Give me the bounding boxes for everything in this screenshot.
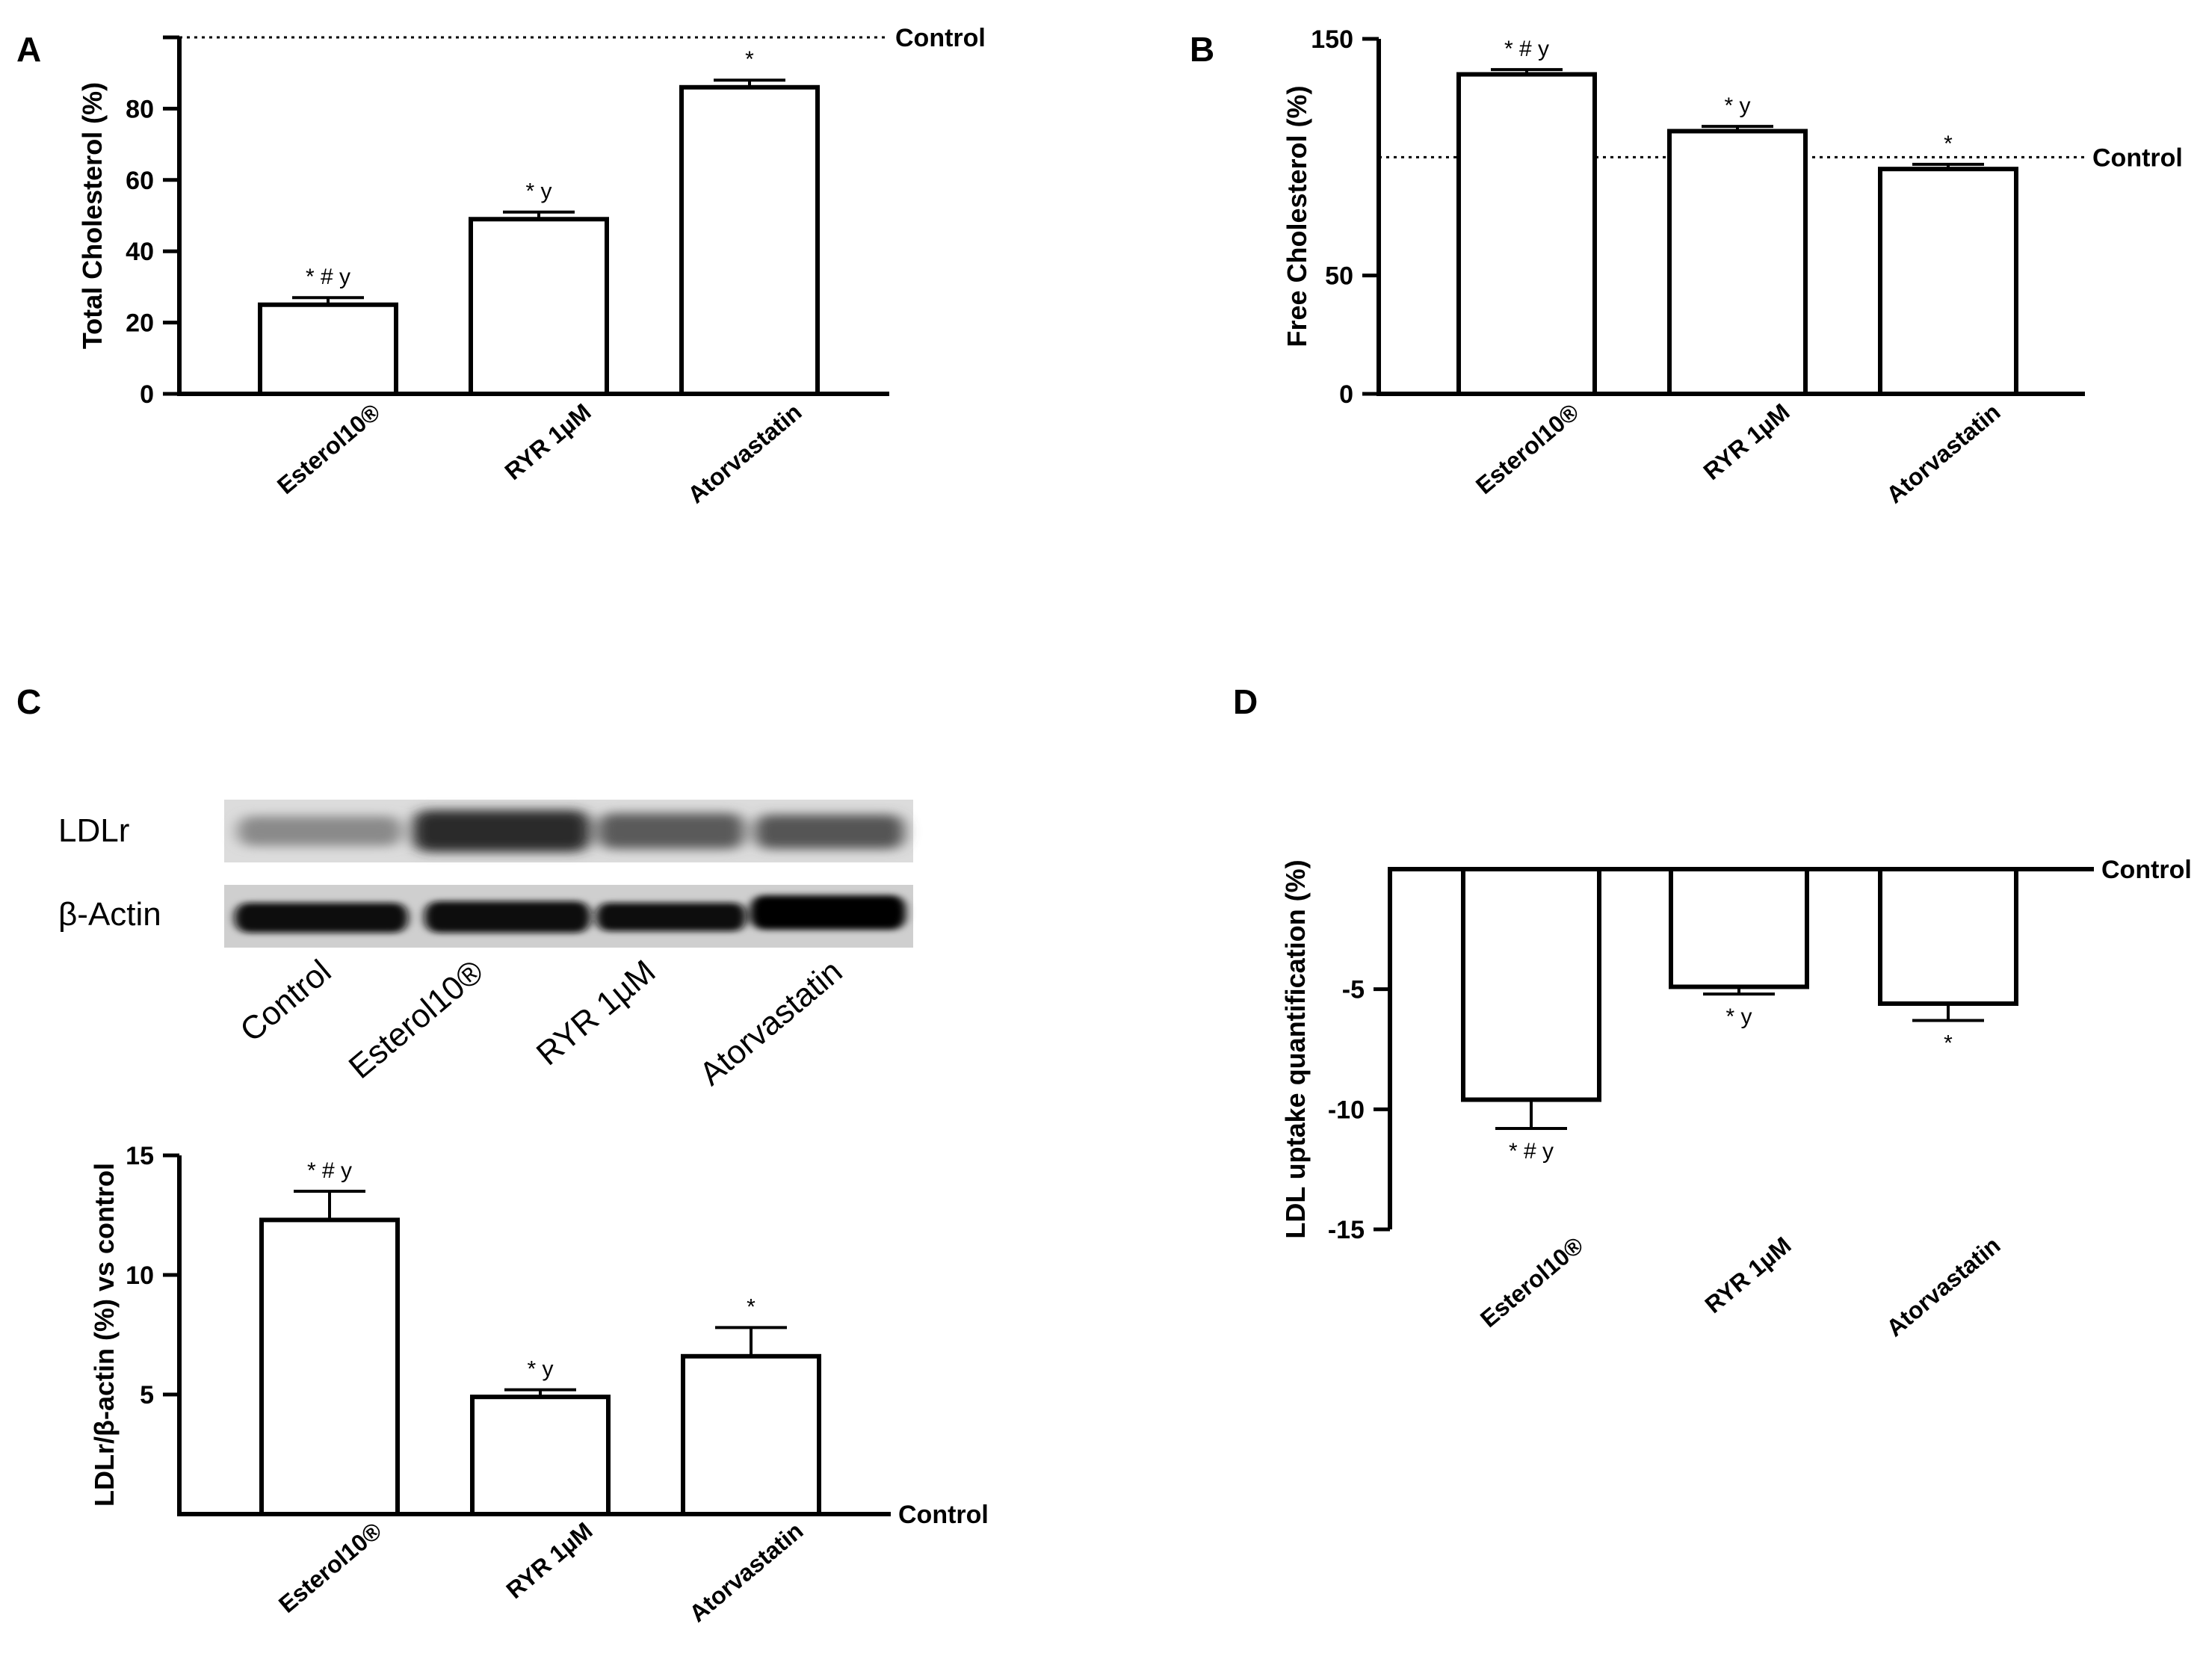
category-label: RYR 1µM [1699,398,1795,485]
significance-label: * # y [307,1158,352,1183]
actin-band-ryr [596,903,746,931]
y-tick-label: -5 [1342,976,1365,1004]
panel-letter-b: B [1190,30,1214,69]
category-label: Esterol10® [274,1517,387,1619]
bar [681,1353,821,1517]
y-tick-label: 5 [140,1381,154,1409]
y-tick-label: 40 [126,238,154,266]
y-tick-label: 20 [126,309,154,338]
y-tick-label: 150 [1311,25,1353,54]
actin-band-esterol [424,901,590,933]
panel-letter-d: D [1233,682,1258,721]
y-tick-label: -10 [1328,1096,1365,1124]
actin-bands [235,895,906,933]
bar [258,302,398,396]
significance-label: * [747,1294,756,1319]
category-label: Esterol10® [1471,398,1584,500]
category-label: Esterol10® [1475,1232,1589,1333]
significance-label: * # y [1509,1139,1554,1164]
bar [1667,129,1808,396]
blot-row-label-ldlr: LDLr [58,812,129,849]
blot-lane-label-ryr: RYR 1µM [530,953,663,1072]
category-label: Atorvastatin [1881,398,2005,509]
chart-ldlr-actin: 5 10 15 Control LDLr/β-actin (%) vs control *… [89,1142,989,1627]
category-label: Atorvastatin [1881,1232,2005,1342]
y-axis-title: Total Cholesterol (%) [77,82,108,349]
bar [469,217,609,396]
significance-label: * y [527,1357,553,1382]
category-label: RYR 1µM [500,398,596,485]
category-label: RYR 1µM [1700,1232,1796,1318]
actin-band-control [235,903,408,933]
bar [1461,867,1601,1102]
bar [1878,867,2018,1006]
y-tick-label: 10 [126,1261,154,1290]
actin-band-atorvastatin [750,895,906,930]
panel-letter-c: C [16,682,41,721]
y-tick-label: 80 [126,95,154,123]
y-tick-label: 15 [126,1142,154,1170]
ldlr-band-control [238,816,402,846]
category-label: Atorvastatin [682,398,806,509]
reference-label: Control [898,1501,989,1529]
y-tick-label: 0 [1339,380,1353,409]
blot-lane-label-control: Control [233,953,338,1049]
category-label: Esterol10® [272,398,386,500]
western-blot: LDLr β-Actin Control Esterol10® RYR 1µM … [58,800,913,1093]
bar [470,1395,611,1516]
ldlr-band-ryr [598,813,744,849]
blot-lane-label-esterol: Esterol10® [342,953,491,1086]
bar [1456,72,1597,396]
y-tick-label: 60 [126,167,154,195]
category-label: Atorvastatin [684,1517,808,1628]
chart-free-cholesterol: 0 50 150 Control Free Cholesterol (%) * # y Es… [1282,25,2183,508]
significance-label: * [745,47,754,72]
ldlr-band-atorvastatin [755,815,904,849]
blot-lane-label-atorvastatin: Atorvastatin [693,953,849,1093]
significance-label: * [1944,1031,1953,1055]
reference-label: Control [2092,143,2183,172]
y-axis-title: LDLr/β-actin (%) vs control [89,1163,120,1507]
significance-label: * # y [1504,37,1549,61]
y-tick-label: 50 [1325,262,1353,291]
reference-label: Control [895,24,986,52]
y-tick-label: -15 [1328,1216,1365,1244]
ldlr-band-esterol [413,810,590,852]
y-axis-title: LDL uptake quantification (%) [1280,859,1311,1238]
ldlr-bands [238,810,904,852]
significance-label: * y [1724,93,1750,118]
chart-ldl-uptake: -5 -10 -15 Control LDL uptake quantification… [1280,856,2192,1341]
y-axis-title: Free Cholesterol (%) [1282,85,1312,347]
blot-row-label-actin: β-Actin [58,896,161,933]
bar [259,1217,400,1517]
significance-label: * y [525,179,551,204]
reference-label: Control [2101,856,2192,884]
y-tick-label: 0 [140,380,154,409]
panel-letter-a: A [16,30,41,69]
chart-total-cholesterol: 0 20 40 60 80 Control Total Cholesterol (%) * #… [77,24,986,508]
bar [1878,167,2018,397]
bar [679,84,820,396]
significance-label: * [1944,132,1953,156]
bar [1669,867,1809,989]
category-label: RYR 1µM [501,1517,598,1604]
significance-label: * # y [306,265,350,289]
significance-label: * y [1725,1004,1752,1029]
